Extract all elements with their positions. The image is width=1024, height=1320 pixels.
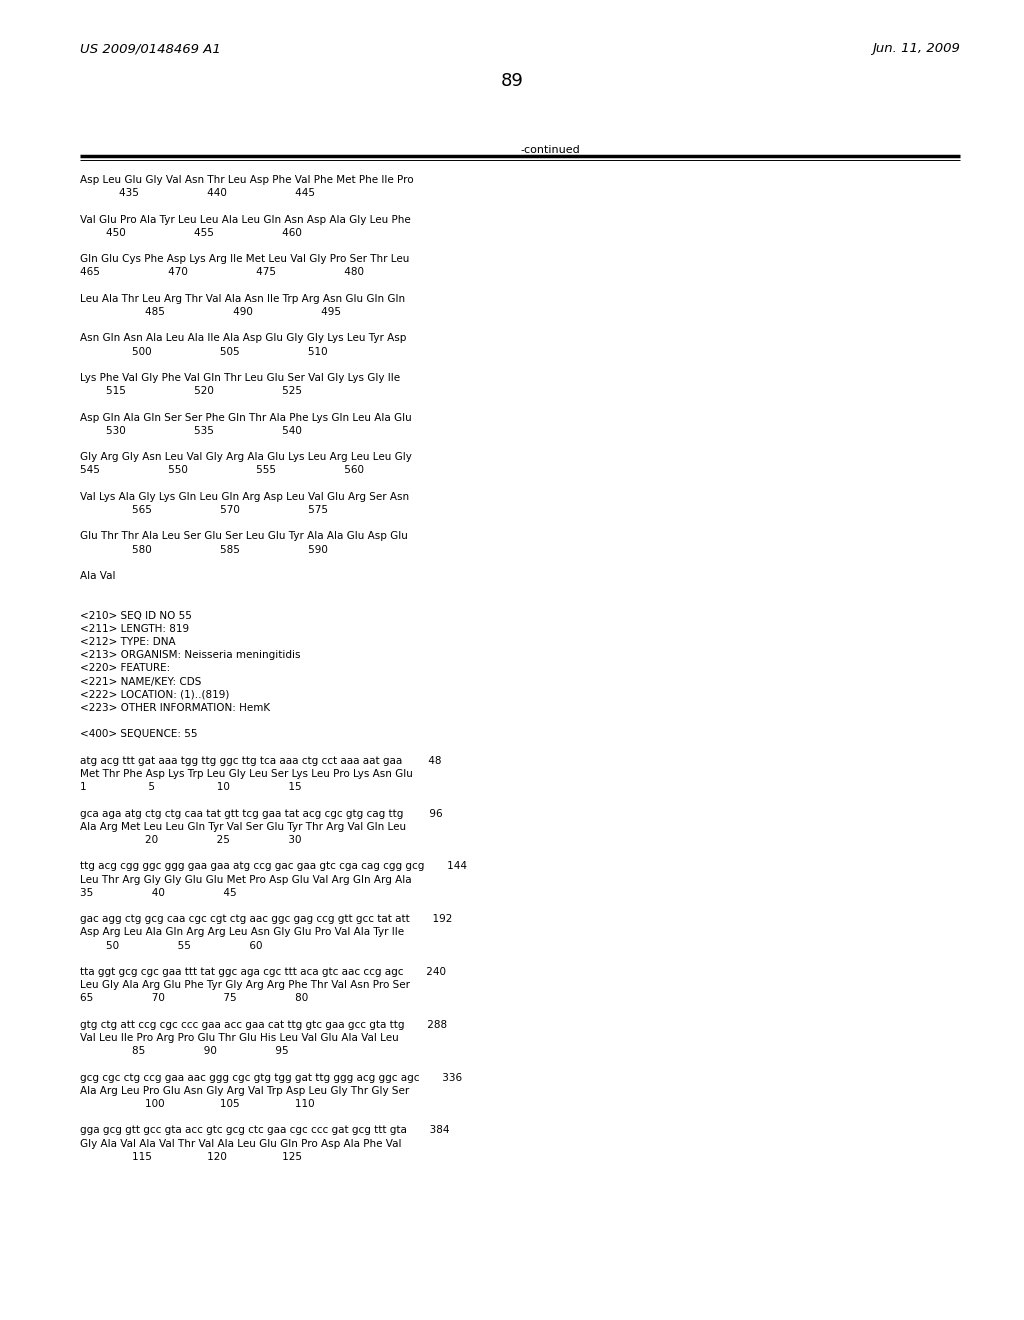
Text: 35                  40                  45: 35 40 45 bbox=[80, 888, 237, 898]
Text: Jun. 11, 2009: Jun. 11, 2009 bbox=[872, 42, 961, 55]
Text: Glu Thr Thr Ala Leu Ser Glu Ser Leu Glu Tyr Ala Ala Glu Asp Glu: Glu Thr Thr Ala Leu Ser Glu Ser Leu Glu … bbox=[80, 532, 408, 541]
Text: 435                     440                     445: 435 440 445 bbox=[80, 189, 315, 198]
Text: gca aga atg ctg ctg caa tat gtt tcg gaa tat acg cgc gtg cag ttg        96: gca aga atg ctg ctg caa tat gtt tcg gaa … bbox=[80, 809, 442, 818]
Text: Gly Arg Gly Asn Leu Val Gly Arg Ala Glu Lys Leu Arg Leu Leu Gly: Gly Arg Gly Asn Leu Val Gly Arg Ala Glu … bbox=[80, 453, 412, 462]
Text: Val Leu Ile Pro Arg Pro Glu Thr Glu His Leu Val Glu Ala Val Leu: Val Leu Ile Pro Arg Pro Glu Thr Glu His … bbox=[80, 1034, 398, 1043]
Text: <400> SEQUENCE: 55: <400> SEQUENCE: 55 bbox=[80, 730, 198, 739]
Text: Ala Val: Ala Val bbox=[80, 572, 116, 581]
Text: Ala Arg Leu Pro Glu Asn Gly Arg Val Trp Asp Leu Gly Thr Gly Ser: Ala Arg Leu Pro Glu Asn Gly Arg Val Trp … bbox=[80, 1086, 410, 1096]
Text: ttg acg cgg ggc ggg gaa gaa atg ccg gac gaa gtc cga cag cgg gcg       144: ttg acg cgg ggc ggg gaa gaa atg ccg gac … bbox=[80, 862, 467, 871]
Text: Gly Ala Val Ala Val Thr Val Ala Leu Glu Gln Pro Asp Ala Phe Val: Gly Ala Val Ala Val Thr Val Ala Leu Glu … bbox=[80, 1139, 401, 1148]
Text: Met Thr Phe Asp Lys Trp Leu Gly Leu Ser Lys Leu Pro Lys Asn Glu: Met Thr Phe Asp Lys Trp Leu Gly Leu Ser … bbox=[80, 770, 413, 779]
Text: Leu Ala Thr Leu Arg Thr Val Ala Asn Ile Trp Arg Asn Glu Gln Gln: Leu Ala Thr Leu Arg Thr Val Ala Asn Ile … bbox=[80, 294, 406, 304]
Text: Val Glu Pro Ala Tyr Leu Leu Ala Leu Gln Asn Asp Ala Gly Leu Phe: Val Glu Pro Ala Tyr Leu Leu Ala Leu Gln … bbox=[80, 215, 411, 224]
Text: 50                  55                  60: 50 55 60 bbox=[80, 941, 262, 950]
Text: US 2009/0148469 A1: US 2009/0148469 A1 bbox=[80, 42, 221, 55]
Text: Asp Gln Ala Gln Ser Ser Phe Gln Thr Ala Phe Lys Gln Leu Ala Glu: Asp Gln Ala Gln Ser Ser Phe Gln Thr Ala … bbox=[80, 413, 412, 422]
Text: 580                     585                     590: 580 585 590 bbox=[80, 545, 328, 554]
Text: Asn Gln Asn Ala Leu Ala Ile Ala Asp Glu Gly Gly Lys Leu Tyr Asp: Asn Gln Asn Ala Leu Ala Ile Ala Asp Glu … bbox=[80, 334, 407, 343]
Text: Lys Phe Val Gly Phe Val Gln Thr Leu Glu Ser Val Gly Lys Gly Ile: Lys Phe Val Gly Phe Val Gln Thr Leu Glu … bbox=[80, 374, 400, 383]
Text: 530                     535                     540: 530 535 540 bbox=[80, 426, 302, 436]
Text: Asp Arg Leu Ala Gln Arg Arg Leu Asn Gly Glu Pro Val Ala Tyr Ile: Asp Arg Leu Ala Gln Arg Arg Leu Asn Gly … bbox=[80, 928, 404, 937]
Text: gtg ctg att ccg cgc ccc gaa acc gaa cat ttg gtc gaa gcc gta ttg       288: gtg ctg att ccg cgc ccc gaa acc gaa cat … bbox=[80, 1020, 447, 1030]
Text: tta ggt gcg cgc gaa ttt tat ggc aga cgc ttt aca gtc aac ccg agc       240: tta ggt gcg cgc gaa ttt tat ggc aga cgc … bbox=[80, 968, 446, 977]
Text: <221> NAME/KEY: CDS: <221> NAME/KEY: CDS bbox=[80, 677, 202, 686]
Text: Asp Leu Glu Gly Val Asn Thr Leu Asp Phe Val Phe Met Phe Ile Pro: Asp Leu Glu Gly Val Asn Thr Leu Asp Phe … bbox=[80, 176, 414, 185]
Text: <210> SEQ ID NO 55: <210> SEQ ID NO 55 bbox=[80, 611, 191, 620]
Text: atg acg ttt gat aaa tgg ttg ggc ttg tca aaa ctg cct aaa aat gaa        48: atg acg ttt gat aaa tgg ttg ggc ttg tca … bbox=[80, 756, 441, 766]
Text: 89: 89 bbox=[501, 73, 523, 90]
Text: 100                 105                 110: 100 105 110 bbox=[80, 1100, 314, 1109]
Text: Ala Arg Met Leu Leu Gln Tyr Val Ser Glu Tyr Thr Arg Val Gln Leu: Ala Arg Met Leu Leu Gln Tyr Val Ser Glu … bbox=[80, 822, 407, 832]
Text: <223> OTHER INFORMATION: HemK: <223> OTHER INFORMATION: HemK bbox=[80, 704, 270, 713]
Text: gga gcg gtt gcc gta acc gtc gcg ctc gaa cgc ccc gat gcg ttt gta       384: gga gcg gtt gcc gta acc gtc gcg ctc gaa … bbox=[80, 1126, 450, 1135]
Text: <212> TYPE: DNA: <212> TYPE: DNA bbox=[80, 638, 176, 647]
Text: <222> LOCATION: (1)..(819): <222> LOCATION: (1)..(819) bbox=[80, 690, 229, 700]
Text: -continued: -continued bbox=[520, 145, 580, 154]
Text: gac agg ctg gcg caa cgc cgt ctg aac ggc gag ccg gtt gcc tat att       192: gac agg ctg gcg caa cgc cgt ctg aac ggc … bbox=[80, 915, 453, 924]
Text: Leu Gly Ala Arg Glu Phe Tyr Gly Arg Arg Phe Thr Val Asn Pro Ser: Leu Gly Ala Arg Glu Phe Tyr Gly Arg Arg … bbox=[80, 981, 410, 990]
Text: <211> LENGTH: 819: <211> LENGTH: 819 bbox=[80, 624, 189, 634]
Text: 465                     470                     475                     480: 465 470 475 480 bbox=[80, 268, 364, 277]
Text: 450                     455                     460: 450 455 460 bbox=[80, 228, 302, 238]
Text: 545                     550                     555                     560: 545 550 555 560 bbox=[80, 466, 364, 475]
Text: 65                  70                  75                  80: 65 70 75 80 bbox=[80, 994, 308, 1003]
Text: <213> ORGANISM: Neisseria meningitidis: <213> ORGANISM: Neisseria meningitidis bbox=[80, 651, 300, 660]
Text: <220> FEATURE:: <220> FEATURE: bbox=[80, 664, 170, 673]
Text: gcg cgc ctg ccg gaa aac ggg cgc gtg tgg gat ttg ggg acg ggc agc       336: gcg cgc ctg ccg gaa aac ggg cgc gtg tgg … bbox=[80, 1073, 462, 1082]
Text: 500                     505                     510: 500 505 510 bbox=[80, 347, 328, 356]
Text: 85                  90                  95: 85 90 95 bbox=[80, 1047, 289, 1056]
Text: Leu Thr Arg Gly Gly Glu Glu Met Pro Asp Glu Val Arg Gln Arg Ala: Leu Thr Arg Gly Gly Glu Glu Met Pro Asp … bbox=[80, 875, 412, 884]
Text: 515                     520                     525: 515 520 525 bbox=[80, 387, 302, 396]
Text: 115                 120                 125: 115 120 125 bbox=[80, 1152, 302, 1162]
Text: Gln Glu Cys Phe Asp Lys Arg Ile Met Leu Val Gly Pro Ser Thr Leu: Gln Glu Cys Phe Asp Lys Arg Ile Met Leu … bbox=[80, 255, 410, 264]
Text: 565                     570                     575: 565 570 575 bbox=[80, 506, 328, 515]
Text: 1                   5                   10                  15: 1 5 10 15 bbox=[80, 783, 302, 792]
Text: Val Lys Ala Gly Lys Gln Leu Gln Arg Asp Leu Val Glu Arg Ser Asn: Val Lys Ala Gly Lys Gln Leu Gln Arg Asp … bbox=[80, 492, 410, 502]
Text: 20                  25                  30: 20 25 30 bbox=[80, 836, 301, 845]
Text: 485                     490                     495: 485 490 495 bbox=[80, 308, 341, 317]
